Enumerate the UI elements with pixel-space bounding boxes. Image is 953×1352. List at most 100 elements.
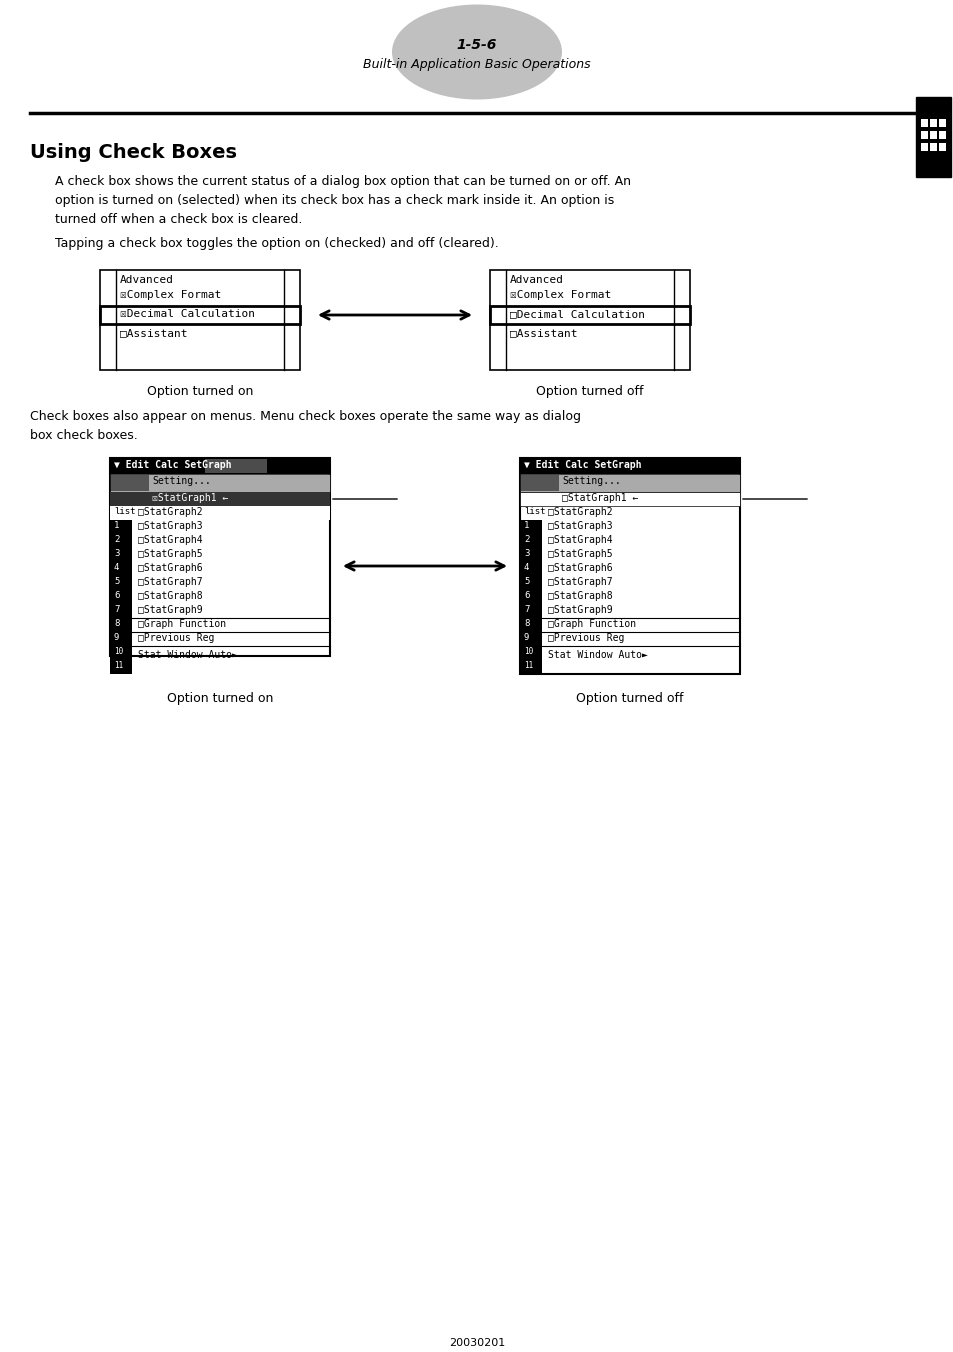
Bar xyxy=(110,492,330,506)
Bar xyxy=(938,119,945,127)
Bar xyxy=(519,458,740,475)
Bar xyxy=(519,521,541,548)
Text: 5: 5 xyxy=(523,577,529,585)
Text: list: list xyxy=(113,507,135,516)
Bar xyxy=(111,475,149,491)
Text: ▼ Edit Calc SetGraph: ▼ Edit Calc SetGraph xyxy=(523,460,640,470)
Text: □StatGraph3: □StatGraph3 xyxy=(138,521,202,531)
Text: 7: 7 xyxy=(523,604,529,614)
Bar xyxy=(205,458,267,473)
Text: ☒Complex Format: ☒Complex Format xyxy=(510,289,611,300)
Bar xyxy=(920,143,927,151)
Bar xyxy=(519,492,740,506)
Text: □StatGraph2: □StatGraph2 xyxy=(547,507,612,516)
Text: ☒StatGraph1 ←: ☒StatGraph1 ← xyxy=(152,493,228,503)
Bar xyxy=(519,458,740,675)
Text: □StatGraph3: □StatGraph3 xyxy=(547,521,612,531)
Text: 6: 6 xyxy=(523,591,529,600)
Text: □Assistant: □Assistant xyxy=(120,329,188,338)
Text: Option turned on: Option turned on xyxy=(147,385,253,397)
Text: ▼ Edit Calc SetGraph: ▼ Edit Calc SetGraph xyxy=(113,460,232,470)
Text: 11: 11 xyxy=(523,661,533,671)
Text: 2: 2 xyxy=(523,535,529,544)
Text: option is turned on (selected) when its check box has a check mark inside it. An: option is turned on (selected) when its … xyxy=(55,193,614,207)
Bar xyxy=(100,270,299,370)
Bar xyxy=(519,548,541,562)
Text: □StatGraph7: □StatGraph7 xyxy=(138,577,202,587)
Text: Option turned off: Option turned off xyxy=(576,692,683,704)
Text: 20030201: 20030201 xyxy=(449,1338,504,1348)
Bar xyxy=(929,143,936,151)
Text: A check box shows the current status of a dialog box option that can be turned o: A check box shows the current status of … xyxy=(55,174,630,188)
Text: 11: 11 xyxy=(113,661,123,671)
Bar xyxy=(110,589,132,604)
Text: 5: 5 xyxy=(113,577,119,585)
Text: □Previous Reg: □Previous Reg xyxy=(138,633,214,644)
Text: Check boxes also appear on menus. Menu check boxes operate the same way as dialo: Check boxes also appear on menus. Menu c… xyxy=(30,410,580,423)
Bar xyxy=(519,576,541,589)
Bar xyxy=(490,270,689,370)
Bar xyxy=(110,604,132,618)
Text: □Previous Reg: □Previous Reg xyxy=(547,633,623,644)
Bar xyxy=(519,631,541,646)
Bar xyxy=(110,618,132,631)
Text: 2: 2 xyxy=(113,535,119,544)
Text: 10: 10 xyxy=(113,648,123,656)
Bar xyxy=(938,131,945,139)
Bar xyxy=(110,458,330,656)
Text: Advanced: Advanced xyxy=(120,274,173,285)
Bar xyxy=(110,458,330,475)
Bar xyxy=(519,562,541,576)
Text: 8: 8 xyxy=(113,619,119,627)
Text: □StatGraph7: □StatGraph7 xyxy=(547,577,612,587)
Bar xyxy=(110,562,132,576)
Text: □StatGraph4: □StatGraph4 xyxy=(138,535,202,545)
Text: 8: 8 xyxy=(523,619,529,627)
Text: □StatGraph6: □StatGraph6 xyxy=(547,562,612,573)
Text: turned off when a check box is cleared.: turned off when a check box is cleared. xyxy=(55,214,302,226)
Text: Stat Window Auto►: Stat Window Auto► xyxy=(547,650,647,660)
Text: □Assistant: □Assistant xyxy=(510,329,577,338)
Text: 9: 9 xyxy=(523,633,529,642)
Text: Setting...: Setting... xyxy=(152,476,211,485)
Bar xyxy=(929,131,936,139)
Bar xyxy=(490,306,689,324)
Text: Option turned on: Option turned on xyxy=(167,692,273,704)
Text: 7: 7 xyxy=(113,604,119,614)
Bar xyxy=(938,143,945,151)
Bar xyxy=(915,97,950,177)
Text: Built-in Application Basic Operations: Built-in Application Basic Operations xyxy=(363,58,590,72)
Text: 4: 4 xyxy=(113,562,119,572)
Bar xyxy=(929,119,936,127)
Bar xyxy=(519,589,541,604)
Text: ☒Decimal Calculation: ☒Decimal Calculation xyxy=(120,310,254,319)
Bar xyxy=(110,646,132,675)
Bar xyxy=(519,646,541,675)
Bar xyxy=(110,475,330,492)
Bar xyxy=(520,475,558,491)
Text: Using Check Boxes: Using Check Boxes xyxy=(30,143,236,162)
Text: Advanced: Advanced xyxy=(510,274,563,285)
Bar xyxy=(110,506,330,521)
Text: 6: 6 xyxy=(113,591,119,600)
Text: Setting...: Setting... xyxy=(561,476,620,485)
Bar xyxy=(519,534,541,548)
Bar xyxy=(519,475,740,492)
Bar xyxy=(519,618,541,631)
Text: ☒Complex Format: ☒Complex Format xyxy=(120,289,221,300)
Bar xyxy=(110,534,132,548)
Bar xyxy=(110,576,132,589)
Text: □StatGraph9: □StatGraph9 xyxy=(138,604,202,615)
Text: □StatGraph8: □StatGraph8 xyxy=(138,591,202,602)
Text: Option turned off: Option turned off xyxy=(536,385,643,397)
Text: □Graph Function: □Graph Function xyxy=(138,619,226,629)
Bar xyxy=(519,604,541,618)
Text: 3: 3 xyxy=(523,549,529,558)
Text: □StatGraph8: □StatGraph8 xyxy=(547,591,612,602)
Text: □StatGraph4: □StatGraph4 xyxy=(547,535,612,545)
Text: □StatGraph5: □StatGraph5 xyxy=(138,549,202,558)
Text: □Decimal Calculation: □Decimal Calculation xyxy=(510,310,644,319)
Text: 10: 10 xyxy=(523,648,533,656)
Text: □StatGraph2: □StatGraph2 xyxy=(138,507,202,516)
Text: 3: 3 xyxy=(113,549,119,558)
